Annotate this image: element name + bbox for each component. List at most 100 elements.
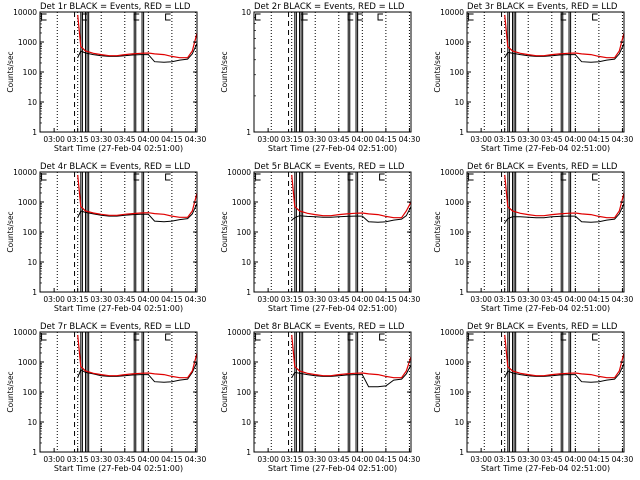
x-tick-label: 03:00 (43, 135, 65, 144)
x-tick-label: 03:15 (494, 455, 516, 464)
x-tick-label: 03:45 (541, 455, 563, 464)
x-tick-label: 03:00 (470, 295, 492, 304)
x-tick-label: 04:00 (565, 135, 587, 144)
y-tick-label: 10000 (13, 168, 37, 177)
y-tick-label: 1000 (232, 198, 251, 207)
panel-title: Det 3r BLACK = Events, RED = LLD (467, 2, 618, 12)
x-tick-label: 04:15 (161, 455, 183, 464)
y-tick-label: 1000 (445, 198, 464, 207)
x-tick-label: 03:45 (328, 295, 350, 304)
plot-frame (466, 11, 625, 133)
x-tick-label: 03:30 (517, 135, 539, 144)
y-tick-label: 10 (454, 258, 464, 267)
y-tick-label: 10 (27, 98, 37, 107)
panel-title: Det 1r BLACK = Events, RED = LLD (40, 2, 191, 12)
x-axis-label: Start Time (27-Feb-04 02:51:00) (54, 144, 183, 153)
bracket-marker (165, 13, 171, 21)
x-tick-label: 03:45 (114, 455, 136, 464)
series-line-events (291, 206, 412, 223)
series-line-lld (504, 14, 625, 59)
panel-6: Det 6r BLACK = Events, RED = LLD 1 10 100 10… (433, 162, 633, 313)
x-tick-label: 04:00 (138, 135, 160, 144)
y-tick-label: 1 (32, 128, 37, 137)
y-tick-label: 1 (459, 128, 464, 137)
y-tick-label: 1000 (18, 38, 37, 47)
y-tick-label: 1 (32, 288, 37, 297)
y-tick-label: 100 (450, 228, 465, 237)
series-line-lld (291, 334, 412, 379)
plot-frame (39, 171, 198, 293)
y-tick-label: 10 (454, 98, 464, 107)
x-tick-label: 03:45 (541, 135, 563, 144)
x-axis-label: Start Time (27-Feb-04 02:51:00) (481, 144, 610, 153)
x-tick-label: 03:45 (114, 135, 136, 144)
bracket-marker (560, 333, 567, 341)
x-tick-label: 03:15 (67, 455, 89, 464)
x-tick-label: 04:30 (399, 135, 421, 144)
series-line-events (77, 361, 198, 383)
y-tick-label: 10000 (227, 328, 251, 337)
plot-frame (466, 171, 625, 293)
x-tick-label: 03:45 (328, 135, 350, 144)
x-tick-label: 03:00 (257, 135, 279, 144)
x-tick-label: 04:00 (352, 455, 374, 464)
x-tick-label: 04:30 (185, 135, 207, 144)
y-axis-label: Counts/sec (220, 51, 229, 92)
x-axis-label: Start Time (27-Feb-04 02:51:00) (54, 464, 183, 473)
x-tick-label: 03:45 (541, 295, 563, 304)
y-axis-label: Counts/sec (433, 211, 442, 252)
bracket-marker (133, 333, 140, 341)
x-tick-label: 03:45 (328, 455, 350, 464)
x-axis-label: Start Time (27-Feb-04 02:51:00) (268, 144, 397, 153)
y-axis-label: Counts/sec (220, 371, 229, 412)
x-tick-label: 03:15 (67, 135, 89, 144)
x-tick-label: 04:00 (565, 295, 587, 304)
series-line-events (77, 203, 198, 223)
x-tick-label: 03:00 (43, 295, 65, 304)
x-tick-label: 03:30 (304, 135, 326, 144)
x-tick-label: 03:30 (517, 295, 539, 304)
panel-1: Det 1r BLACK = Events, RED = LLD 1 10 100 10… (6, 2, 206, 153)
y-tick-label: 10000 (227, 168, 251, 177)
y-tick-label: 10000 (440, 8, 464, 17)
x-tick-label: 04:30 (399, 455, 421, 464)
y-tick-label: 100 (450, 68, 465, 77)
series-line-lld (77, 14, 198, 59)
bracket-marker (347, 333, 354, 341)
x-tick-label: 03:45 (114, 295, 136, 304)
y-tick-label: 10 (241, 258, 251, 267)
bracket-marker (468, 173, 474, 181)
y-tick-label: 10 (241, 418, 251, 427)
bracket-marker (379, 333, 385, 341)
y-axis-label: Counts/sec (220, 211, 229, 252)
y-tick-label: 1000 (445, 358, 464, 367)
plot-frame (253, 11, 412, 133)
bracket-marker (255, 333, 261, 341)
x-tick-label: 04:30 (399, 295, 421, 304)
y-tick-label: 100 (237, 388, 252, 397)
x-tick-label: 03:00 (470, 135, 492, 144)
x-tick-label: 04:00 (138, 295, 160, 304)
x-tick-label: 04:30 (185, 295, 207, 304)
plot-frame (39, 331, 198, 453)
y-tick-label: 100 (23, 228, 38, 237)
bracket-marker (300, 13, 307, 21)
x-tick-label: 04:15 (588, 455, 610, 464)
x-tick-label: 03:30 (304, 455, 326, 464)
y-axis-label: Counts/sec (6, 211, 15, 252)
bracket-marker (41, 333, 47, 341)
x-tick-label: 03:30 (304, 295, 326, 304)
panel-9: Det 9r BLACK = Events, RED = LLD 1 10 100 10… (433, 322, 633, 473)
y-tick-label: 1 (459, 288, 464, 297)
y-tick-label: 1 (32, 448, 37, 457)
series-line-events (77, 43, 198, 63)
x-tick-label: 04:15 (161, 135, 183, 144)
panel-8: Det 8r BLACK = Events, RED = LLD 1 10 100 10… (220, 322, 420, 473)
x-tick-label: 03:15 (281, 455, 303, 464)
bracket-marker (347, 173, 354, 181)
x-axis-label: Start Time (27-Feb-04 02:51:00) (481, 464, 610, 473)
y-tick-label: 100 (450, 388, 465, 397)
x-tick-label: 04:15 (588, 295, 610, 304)
panel-title: Det 5r BLACK = Events, RED = LLD (254, 162, 405, 172)
y-axis-label: Counts/sec (6, 371, 15, 412)
